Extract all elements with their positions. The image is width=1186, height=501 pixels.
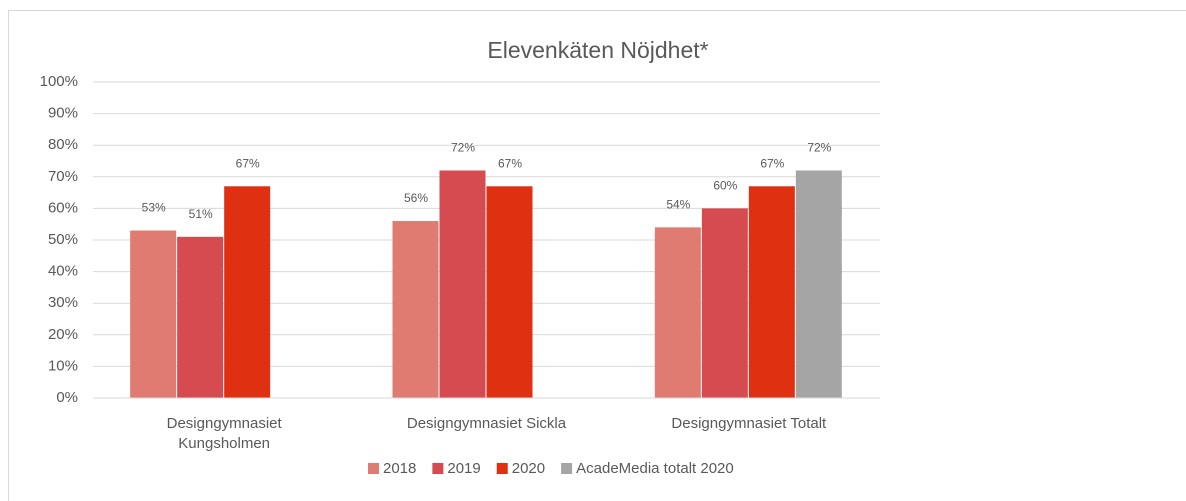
y-tick-label: 40% — [48, 263, 78, 280]
chart-frame — [8, 10, 1186, 501]
legend-label: 2019 — [447, 460, 480, 477]
legend-swatch — [496, 463, 508, 474]
y-tick-label: 100% — [40, 73, 78, 90]
y-tick-label: 10% — [48, 357, 78, 374]
y-tick-label: 30% — [48, 294, 78, 311]
data-label: 72% — [451, 141, 475, 155]
x-tick-label: Designgymnasiet Totalt — [671, 415, 827, 432]
bar — [130, 230, 177, 398]
bar — [486, 186, 533, 398]
data-label: 67% — [236, 156, 260, 170]
y-tick-label: 0% — [56, 389, 78, 406]
bar — [795, 170, 842, 398]
y-tick-label: 20% — [48, 326, 78, 343]
bar — [701, 208, 748, 398]
legend-swatch — [432, 463, 444, 474]
y-tick-label: 80% — [48, 136, 78, 153]
data-label: 67% — [760, 156, 784, 170]
data-label: 51% — [189, 207, 213, 221]
data-label: 53% — [142, 201, 166, 215]
data-label: 56% — [404, 191, 428, 205]
bar — [392, 221, 439, 398]
legend-label: AcadeMedia totalt 2020 — [576, 460, 734, 477]
bar — [748, 186, 795, 398]
legend-label: 2018 — [383, 460, 416, 477]
bar — [654, 227, 701, 398]
bar — [439, 170, 486, 398]
legend-label: 2020 — [512, 460, 545, 477]
data-label: 72% — [807, 141, 831, 155]
x-tick-label: Designgymnasiet Kungsholmen — [166, 415, 282, 452]
data-label: 67% — [498, 156, 522, 170]
data-label: 54% — [666, 198, 690, 212]
y-tick-label: 60% — [48, 199, 78, 216]
data-label: 60% — [713, 179, 737, 193]
chart-title: Elevenkäten Nöjdhet* — [487, 37, 708, 63]
bar — [224, 186, 271, 398]
legend-swatch — [561, 463, 573, 474]
y-tick-label: 70% — [48, 168, 78, 185]
x-tick-label: Designgymnasiet Sickla — [406, 415, 567, 432]
y-tick-label: 90% — [48, 105, 78, 122]
y-tick-label: 50% — [48, 231, 78, 248]
legend-swatch — [368, 463, 379, 474]
bar — [177, 236, 224, 398]
